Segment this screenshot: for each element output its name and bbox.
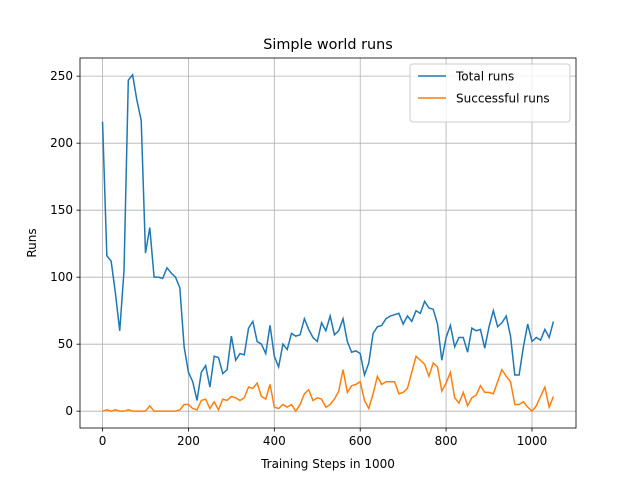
- chart-title: Simple world runs: [263, 37, 393, 53]
- x-tick-label: 1000: [517, 434, 548, 448]
- y-tick-label: 150: [50, 203, 73, 217]
- y-tick-label: 100: [50, 270, 73, 284]
- legend-label: Successful runs: [456, 92, 550, 106]
- x-tick-label: 800: [435, 434, 458, 448]
- y-tick-label: 250: [50, 69, 73, 83]
- data-line: [101, 73, 555, 401]
- legend-box: [409, 63, 571, 123]
- x-tick-label: 0: [99, 434, 107, 448]
- y-tick-label: 50: [58, 337, 73, 351]
- x-tick-label: 200: [177, 434, 200, 448]
- x-tick-label: 400: [263, 434, 286, 448]
- x-tick-label: 600: [349, 434, 372, 448]
- data-line: [102, 354, 555, 413]
- y-axis-label: Runs: [25, 228, 39, 257]
- x-axis-label: Training Steps in 1000: [260, 457, 395, 471]
- plot-frame: [79, 57, 577, 429]
- legend-label: Total runs: [455, 70, 514, 84]
- y-tick-label: 200: [50, 136, 73, 150]
- y-tick-label: 0: [65, 404, 73, 418]
